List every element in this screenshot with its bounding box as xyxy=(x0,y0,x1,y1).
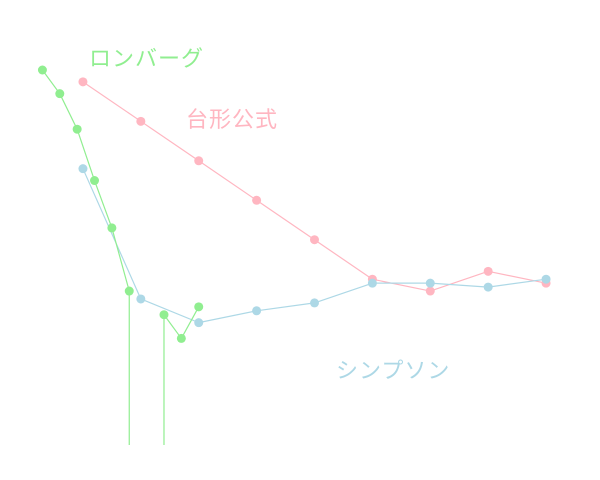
series-1-label: 台形公式 xyxy=(186,108,278,133)
series-3-segment xyxy=(59,93,78,130)
series-3-label: ロンバーグ xyxy=(89,47,204,72)
series-1-segment xyxy=(256,199,315,241)
series-2-point xyxy=(425,278,435,288)
series-2-segment xyxy=(82,168,142,300)
series-2-segment xyxy=(198,310,257,324)
series-1: 台形公式 xyxy=(78,77,551,296)
series-3-point xyxy=(107,223,117,233)
series-2-segment xyxy=(488,278,547,288)
series-2-point xyxy=(310,298,319,308)
series-2-point xyxy=(78,164,88,174)
series-3-point xyxy=(90,176,100,186)
series-1-segment xyxy=(140,120,200,162)
series-3-segment xyxy=(76,129,96,181)
series-3-point xyxy=(55,89,65,99)
series-2-point xyxy=(252,306,262,316)
series-1-point xyxy=(252,195,262,205)
series-3-segment xyxy=(41,69,61,95)
series-1-segment xyxy=(430,270,489,292)
series-2-point xyxy=(483,282,493,292)
series-1-point xyxy=(425,286,435,296)
series-3-segment xyxy=(111,227,130,292)
series-3-point xyxy=(159,310,169,320)
series-2-segment xyxy=(430,282,489,288)
series-1-point xyxy=(310,235,319,245)
series-2-label: シンプソン xyxy=(336,359,450,384)
series-2-point xyxy=(367,278,377,288)
series-2: シンプソン xyxy=(78,164,551,384)
series-2-point xyxy=(541,274,551,284)
series-3: ロンバーグ xyxy=(37,47,204,445)
series-1-segment xyxy=(198,160,257,201)
series-1-point xyxy=(78,77,88,87)
series-1-point xyxy=(194,156,204,166)
series-3-point xyxy=(72,124,82,134)
series-3-point xyxy=(37,65,47,75)
series-3-segment xyxy=(163,314,182,339)
series-2-segment xyxy=(140,298,199,324)
series-3-point xyxy=(176,333,186,343)
series-1-segment xyxy=(314,239,373,280)
series-1-point xyxy=(136,116,146,126)
series-3-point xyxy=(124,286,134,296)
series-1-segment xyxy=(488,270,547,284)
series-1-segment xyxy=(372,278,431,292)
series-1-segment xyxy=(82,81,142,122)
series-3-segment xyxy=(93,180,113,229)
series-3-segment xyxy=(180,306,200,339)
series-2-point xyxy=(136,294,146,304)
series-1-point xyxy=(483,266,493,276)
series-2-point xyxy=(194,318,204,328)
series-3-point xyxy=(194,302,204,312)
series-2-segment xyxy=(256,302,315,312)
series-2-segment xyxy=(314,282,373,304)
